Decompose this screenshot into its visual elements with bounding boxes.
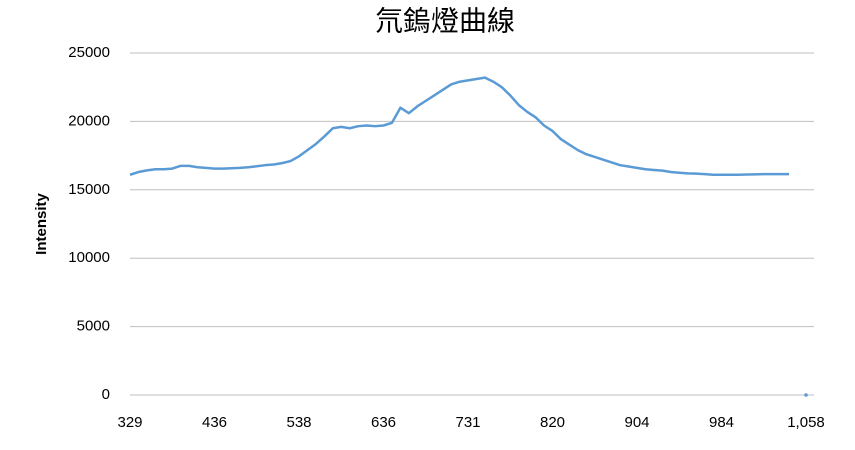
x-tick-label: 820	[540, 414, 565, 431]
x-tick-label: 904	[624, 414, 649, 431]
x-tick-label: 436	[202, 414, 227, 431]
x-tick-label: 1,058	[787, 414, 825, 431]
y-axis-label: Intensity	[33, 193, 50, 255]
y-tick-label: 15000	[68, 181, 110, 198]
y-tick-label: 25000	[68, 44, 110, 61]
y-tick-label: 20000	[68, 112, 110, 129]
x-tick-label: 636	[371, 414, 396, 431]
y-tick-label: 5000	[77, 318, 110, 335]
x-tick-label: 984	[709, 414, 734, 431]
y-tick-label: 10000	[68, 249, 110, 266]
x-tick-label: 329	[117, 414, 142, 431]
chart-title: 氘鎢燈曲線	[375, 5, 515, 37]
data-point	[804, 393, 808, 397]
y-tick-label: 0	[102, 386, 110, 403]
x-tick-label: 731	[455, 414, 480, 431]
x-tick-label: 538	[286, 414, 311, 431]
data-line	[129, 76, 790, 176]
